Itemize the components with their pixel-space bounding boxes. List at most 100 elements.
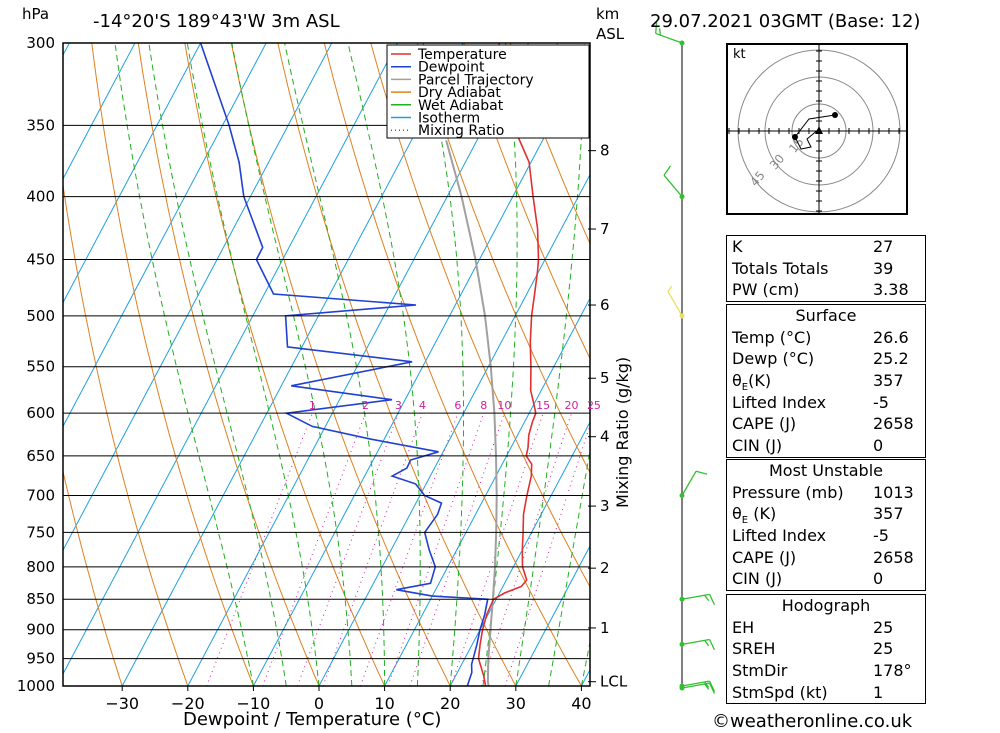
k-index-row: K 27 xyxy=(727,236,925,258)
mu-theta-label: θE (K) xyxy=(732,503,776,532)
surface-temp-value: 26.6 xyxy=(873,327,909,347)
temperature-line xyxy=(477,43,540,686)
mixing-ratio-label: 6 xyxy=(454,399,461,412)
mixing-ratio-line xyxy=(206,413,313,686)
legend-entry-label: Dewpoint xyxy=(418,60,485,76)
dry-adiabat-line xyxy=(63,182,189,686)
surface-cape-row: CAPE (J) 2658 xyxy=(727,413,925,435)
mu-cape-label: CAPE (J) xyxy=(732,547,797,567)
mixing-ratio-label: 15 xyxy=(536,399,550,412)
theta-unit: (K) xyxy=(748,504,777,524)
hodograph-stats-box: Hodograph EH 25 SREH 25 StmDir 178° StmSpd … xyxy=(726,594,926,705)
pressure-tick-label: 550 xyxy=(26,358,55,376)
stmdir-label: StmDir xyxy=(732,661,788,681)
mu-li-row: Lifted Index -5 xyxy=(727,525,925,547)
pressure-tick-label: 700 xyxy=(26,487,55,505)
wind-barb xyxy=(679,593,716,605)
isotherm-line xyxy=(63,43,333,552)
wet-adiabat-line xyxy=(186,43,320,686)
hodograph-trace xyxy=(794,114,836,150)
surface-li-value: -5 xyxy=(873,392,889,412)
mixing-ratio-line xyxy=(322,413,423,686)
mixing-ratio-line xyxy=(359,413,459,686)
legend-entry-label: Dry Adiabat xyxy=(418,85,501,101)
hodo-stats-title: Hodograph xyxy=(781,596,871,615)
most-unstable-box: Most Unstable Pressure (mb) 1013 θE (K) 35… xyxy=(726,459,926,592)
mu-cin-label: CIN (J) xyxy=(732,569,783,589)
totals-totals-value: 39 xyxy=(873,258,894,278)
wind-barb-flag xyxy=(655,22,658,34)
theta-subscript: E xyxy=(741,382,749,394)
surface-box: Surface Temp (°C) 26.6 Dewp (°C) 25.2 θE(K… xyxy=(726,304,926,458)
eh-label: EH xyxy=(732,617,755,637)
pw-value: 3.38 xyxy=(873,280,909,300)
surface-cape-label: CAPE (J) xyxy=(732,414,797,434)
isotherm-line xyxy=(515,544,590,686)
hpa-unit-label: hPa xyxy=(22,5,50,23)
wet-adiabat-line xyxy=(580,639,590,686)
totals-totals-label: Totals Totals xyxy=(732,258,829,278)
mixing-ratio-label: 10 xyxy=(497,399,511,412)
km-unit-label: km xyxy=(596,5,620,23)
mu-li-value: -5 xyxy=(873,526,889,546)
surface-cape-value: 2658 xyxy=(873,414,914,434)
k-index-label: K xyxy=(732,237,743,256)
surface-cin-value: 0 xyxy=(873,436,884,456)
mu-li-label: Lifted Index xyxy=(732,526,827,546)
dry-adiabat-line xyxy=(91,43,254,686)
x-tick-label: 30 xyxy=(506,694,526,713)
hodograph: 15 30 45 kt xyxy=(726,40,910,222)
x-tick-label: 20 xyxy=(440,694,460,713)
legend-entry-label: Wet Adiabat xyxy=(418,98,504,114)
legend-entry-label: Isotherm xyxy=(418,111,480,127)
surface-temp-row: Temp (°C) 26.6 xyxy=(727,327,925,349)
stmspd-row: StmSpd (kt) 1 xyxy=(727,682,925,704)
surface-dewp-label: Dewp (°C) xyxy=(732,349,815,369)
wind-barb xyxy=(663,165,685,200)
wind-barb-staff xyxy=(667,291,683,317)
x-tick-label: −30 xyxy=(105,694,139,713)
dry-adiabat-line xyxy=(416,43,590,474)
hodograph-ring-label: 30 xyxy=(767,152,788,173)
mu-title: Most Unstable xyxy=(769,461,883,480)
pressure-tick-label: 650 xyxy=(26,447,55,465)
mu-cin-row: CIN (J) 0 xyxy=(727,568,925,590)
dry-adiabat-line xyxy=(929,43,1000,686)
sreh-value: 25 xyxy=(873,639,894,659)
plot-frame xyxy=(62,42,591,687)
hodograph-end-marker xyxy=(832,112,838,118)
x-tick-label: −20 xyxy=(171,694,205,713)
pw-row: PW (cm) 3.38 xyxy=(727,279,925,301)
mu-title-row: Most Unstable xyxy=(727,460,925,482)
mixing-ratio-label: 4 xyxy=(419,399,426,412)
wind-barb-flag xyxy=(663,165,672,176)
mixing-ratio-label: 20 xyxy=(564,399,578,412)
isotherm-line xyxy=(63,43,398,675)
pressure-tick-label: 400 xyxy=(26,188,55,206)
km-tick-label: 4 xyxy=(600,428,610,446)
wind-barb-flag xyxy=(708,594,716,605)
wet-adiabat-line xyxy=(515,43,585,686)
legend-box xyxy=(386,44,590,139)
copyright-link[interactable]: ©weatheronline.co.uk xyxy=(712,711,913,732)
pressure-tick-label: 350 xyxy=(26,116,55,134)
theta-subscript: E xyxy=(741,515,749,527)
location-title: -14°20'S 189°43'W 3m ASL xyxy=(93,11,340,32)
stmspd-value: 1 xyxy=(873,682,884,702)
wind-barb xyxy=(667,285,685,319)
wind-barb-staff xyxy=(681,470,697,496)
datetime-title: 29.07.2021 03GMT (Base: 12) xyxy=(650,11,921,32)
km-tick-label: 6 xyxy=(600,296,610,314)
storm-motion-marker xyxy=(815,126,823,134)
isotherm-line xyxy=(252,49,590,686)
stmdir-row: StmDir 178° xyxy=(727,660,925,682)
surface-li-row: Lifted Index -5 xyxy=(727,392,925,414)
k-index-value: 27 xyxy=(873,237,894,256)
mixing-ratio-line xyxy=(262,413,366,686)
isotherm-line xyxy=(63,43,136,180)
mixing-ratio-label: 3 xyxy=(395,399,402,412)
pw-label: PW (cm) xyxy=(732,280,800,300)
x-axis-title: Dewpoint / Temperature (°C) xyxy=(183,709,442,730)
